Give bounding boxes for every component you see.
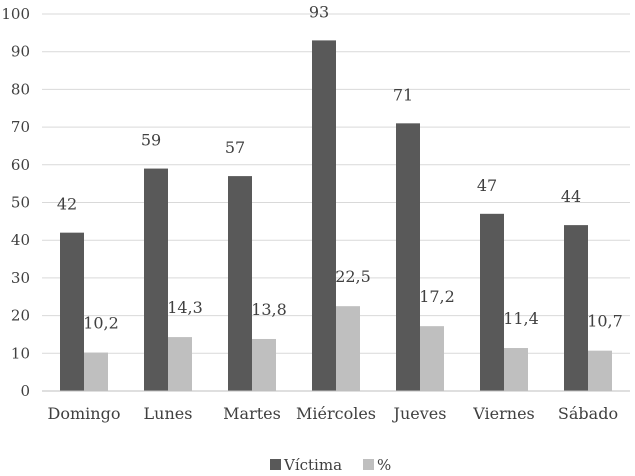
percent-bar <box>252 338 276 391</box>
percent-data-label: 14,3 <box>167 298 203 317</box>
victima-data-label: 42 <box>57 195 77 214</box>
victima-data-label: 93 <box>309 2 329 21</box>
percent-data-label: 10,2 <box>83 314 119 333</box>
legend: Víctima% <box>270 456 391 474</box>
percent-data-label: 11,4 <box>503 309 539 328</box>
percent-data-label: 10,7 <box>587 312 623 331</box>
y-tick-label: 40 <box>11 231 30 249</box>
percent-data-label: 17,2 <box>419 287 455 306</box>
victima-data-label: 57 <box>225 138 245 157</box>
victima-bar <box>228 176 252 391</box>
legend-label: % <box>377 456 391 474</box>
legend-label: Víctima <box>283 456 342 474</box>
y-tick-label: 100 <box>1 5 30 23</box>
y-tick-label: 50 <box>11 194 30 212</box>
y-tick-label: 20 <box>11 307 30 325</box>
victima-data-label: 47 <box>477 176 497 195</box>
percent-data-label: 22,5 <box>335 267 371 286</box>
x-category-label: Jueves <box>392 404 447 423</box>
percent-bar <box>84 352 108 391</box>
y-tick-label: 70 <box>11 118 30 136</box>
victima-bar <box>564 225 588 391</box>
x-category-label: Sábado <box>558 404 618 423</box>
legend-swatch <box>363 459 374 470</box>
x-category-label: Miércoles <box>296 404 376 423</box>
victima-data-label: 59 <box>141 131 161 150</box>
victima-bar <box>312 40 336 391</box>
x-category-label: Lunes <box>144 404 193 423</box>
y-axis-tick-labels: 0 10 20 30 40 50 60 70 80 90 100 <box>1 5 30 400</box>
bars <box>60 40 612 391</box>
percent-bar <box>588 350 612 391</box>
victima-bar <box>60 232 84 391</box>
percent-bar <box>168 337 192 391</box>
x-category-label: Martes <box>223 404 281 423</box>
y-tick-label: 0 <box>20 382 30 400</box>
y-tick-label: 80 <box>11 80 30 98</box>
percent-data-label: 13,8 <box>251 300 287 319</box>
victima-bar <box>480 213 504 391</box>
percent-bar <box>504 348 528 391</box>
x-category-label: Viernes <box>472 404 535 423</box>
victima-data-label: 44 <box>561 187 581 206</box>
victima-bar <box>144 168 168 391</box>
y-tick-label: 10 <box>11 344 30 362</box>
data-labels: 42 10,2 59 14,3 57 13,8 93 22,5 71 17,2 47 11,4 44 10… <box>57 2 623 332</box>
percent-bar <box>420 326 444 391</box>
x-axis-category-labels: Domingo Lunes Martes Miércoles Jueves Viernes… <box>48 404 619 423</box>
victima-data-label: 71 <box>393 85 413 104</box>
percent-bar <box>336 306 360 391</box>
y-tick-label: 30 <box>11 269 30 287</box>
legend-swatch <box>270 459 281 470</box>
y-tick-label: 90 <box>11 43 30 61</box>
victima-bar <box>396 123 420 391</box>
x-category-label: Domingo <box>48 404 121 423</box>
y-tick-label: 60 <box>11 156 30 174</box>
